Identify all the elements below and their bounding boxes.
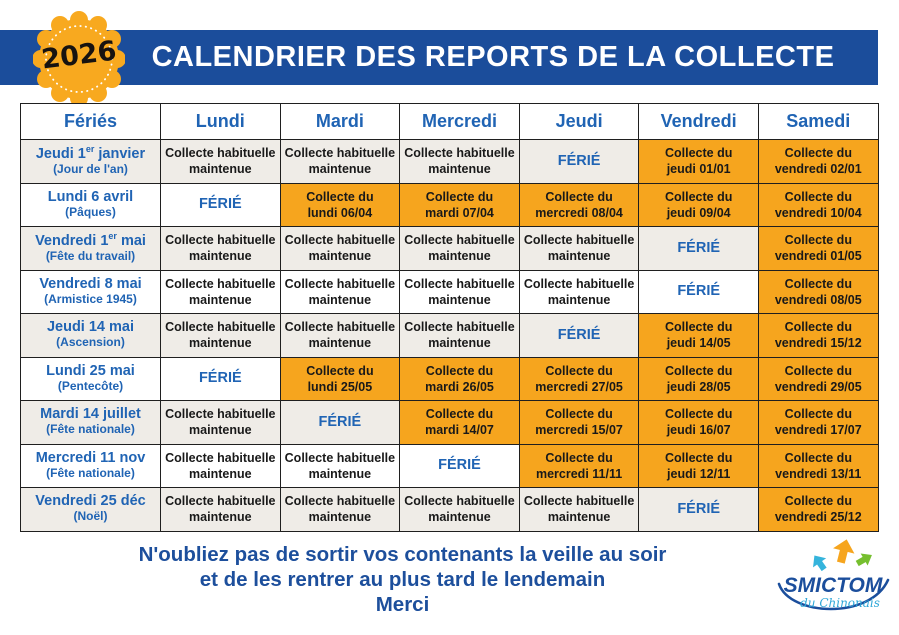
normal-cell: Collecte habituelle maintenue: [279, 139, 401, 184]
report-cell: Collecte du jeudi 09/04: [638, 182, 759, 227]
title-banner: CALENDRIER DES REPORTS DE LA COLLECTE: [0, 30, 878, 85]
reminder-text: N'oubliez pas de sortir vos contenants l…: [0, 542, 805, 617]
ferie-cell: FÉRIÉ: [518, 313, 640, 358]
report-cell: Collecte du mardi 26/05: [399, 356, 520, 401]
table-row: Lundi 25 mai (Pentecôte) FÉRIÉ Collecte du l…: [20, 356, 879, 401]
logo-arrow-orange-icon: [833, 539, 855, 564]
report-cell: Collecte du jeudi 01/01: [638, 139, 759, 184]
ferie-cell: FÉRIÉ: [518, 139, 640, 184]
normal-cell: Collecte habituelle maintenue: [399, 226, 520, 271]
table-row: Vendredi 25 déc (Noël) Collecte habituelle…: [20, 487, 879, 532]
logo-swoosh-icon: [777, 578, 890, 611]
header-mercredi: Mercredi: [399, 103, 520, 140]
ferie-cell: FÉRIÉ: [160, 356, 281, 401]
report-cell: Collecte du vendredi 10/04: [757, 182, 879, 227]
report-cell: Collecte du vendredi 08/05: [757, 269, 879, 314]
normal-cell: Collecte habituelle maintenue: [399, 313, 520, 358]
report-cell: Collecte du jeudi 16/07: [638, 400, 759, 445]
normal-cell: Collecte habituelle maintenue: [160, 226, 281, 271]
report-cell: Collecte du jeudi 12/11: [638, 443, 759, 488]
calendar-body: Jeudi 1er janvier (Jour de l'an) Collecte …: [20, 139, 879, 532]
normal-cell: Collecte habituelle maintenue: [518, 269, 640, 314]
ferie-cell: FÉRIÉ: [638, 269, 759, 314]
ferie-cell: FÉRIÉ: [638, 226, 759, 271]
holiday-cell: Lundi 6 avril (Pâques): [20, 182, 161, 227]
normal-cell: Collecte habituelle maintenue: [399, 139, 520, 184]
normal-cell: Collecte habituelle maintenue: [160, 313, 281, 358]
report-cell: Collecte du lundi 25/05: [279, 356, 401, 401]
holiday-cell: Lundi 25 mai (Pentecôte): [20, 356, 161, 401]
report-cell: Collecte du vendredi 29/05: [757, 356, 879, 401]
holiday-cell: Jeudi 1er janvier (Jour de l'an): [20, 139, 161, 184]
holiday-cell: Mardi 14 juillet (Fête nationale): [20, 400, 161, 445]
report-cell: Collecte du mardi 14/07: [399, 400, 520, 445]
smictom-logo-icon: SMICTOM du Chinonais: [777, 539, 890, 611]
logo-arrow-green-icon: [855, 553, 872, 567]
logo-wordmark: SMICTOM: [784, 574, 883, 597]
normal-cell: Collecte habituelle maintenue: [279, 443, 401, 488]
normal-cell: Collecte habituelle maintenue: [160, 139, 281, 184]
report-cell: Collecte du jeudi 28/05: [638, 356, 759, 401]
table-row: Jeudi 1er janvier (Jour de l'an) Collecte …: [20, 139, 879, 184]
report-cell: Collecte du jeudi 14/05: [638, 313, 759, 358]
report-cell: Collecte du mercredi 15/07: [518, 400, 640, 445]
report-cell: Collecte du vendredi 25/12: [757, 487, 879, 532]
normal-cell: Collecte habituelle maintenue: [279, 487, 401, 532]
report-cell: Collecte du mercredi 27/05: [518, 356, 640, 401]
normal-cell: Collecte habituelle maintenue: [160, 269, 281, 314]
smictom-logo: SMICTOM du Chinonais: [772, 536, 894, 630]
table-row: Mercredi 11 nov (Fête nationale) Collecte …: [20, 443, 879, 488]
ferie-cell: FÉRIÉ: [279, 400, 401, 445]
header-feries: Fériés: [20, 103, 161, 140]
header-samedi: Samedi: [757, 103, 879, 140]
normal-cell: Collecte habituelle maintenue: [518, 226, 640, 271]
report-cell: Collecte du vendredi 17/07: [757, 400, 879, 445]
normal-cell: Collecte habituelle maintenue: [160, 400, 281, 445]
ferie-cell: FÉRIÉ: [160, 182, 281, 227]
header-row: Fériés Lundi Mardi Mercredi Jeudi Vendre…: [20, 103, 879, 140]
report-cell: Collecte du mercredi 08/04: [518, 182, 640, 227]
report-cell: Collecte du vendredi 01/05: [757, 226, 879, 271]
calendar-table: Fériés Lundi Mardi Mercredi Jeudi Vendre…: [20, 103, 879, 532]
reminder-line-3: Merci: [375, 593, 430, 616]
holiday-cell: Mercredi 11 nov (Fête nationale): [20, 443, 161, 488]
normal-cell: Collecte habituelle maintenue: [399, 487, 520, 532]
header-vendredi: Vendredi: [638, 103, 759, 140]
report-cell: Collecte du mardi 07/04: [399, 182, 520, 227]
table-row: Lundi 6 avril (Pâques) FÉRIÉ Collecte du lun…: [20, 182, 879, 227]
report-cell: Collecte du vendredi 15/12: [757, 313, 879, 358]
normal-cell: Collecte habituelle maintenue: [518, 487, 640, 532]
report-cell: Collecte du vendredi 13/11: [757, 443, 879, 488]
year-badge: 2026: [33, 11, 125, 107]
normal-cell: Collecte habituelle maintenue: [279, 269, 401, 314]
report-cell: Collecte du vendredi 02/01: [757, 139, 879, 184]
report-cell: Collecte du mercredi 11/11: [518, 443, 640, 488]
header-mardi: Mardi: [279, 103, 401, 140]
normal-cell: Collecte habituelle maintenue: [160, 443, 281, 488]
ferie-cell: FÉRIÉ: [399, 443, 520, 488]
normal-cell: Collecte habituelle maintenue: [399, 269, 520, 314]
table-row: Jeudi 14 mai (Ascension) Collecte habituel…: [20, 313, 879, 358]
logo-tagline: du Chinonais: [800, 596, 880, 610]
badge-scallop-icon: [33, 11, 125, 107]
ferie-cell: FÉRIÉ: [638, 487, 759, 532]
holiday-cell: Vendredi 25 déc (Noël): [20, 487, 161, 532]
logo-arrow-teal-icon: [813, 555, 827, 572]
holiday-cell: Vendredi 8 mai (Armistice 1945): [20, 269, 161, 314]
page-title: CALENDRIER DES REPORTS DE LA COLLECTE: [151, 41, 835, 73]
reminder-line-1: N'oubliez pas de sortir vos contenants l…: [138, 543, 667, 566]
reminder-line-2: et de les rentrer au plus tard le lendem…: [199, 568, 606, 591]
holiday-cell: Vendredi 1er mai (Fête du travail): [20, 226, 161, 271]
header-lundi: Lundi: [160, 103, 281, 140]
normal-cell: Collecte habituelle maintenue: [160, 487, 281, 532]
table-row: Vendredi 1er mai (Fête du travail) Collect…: [20, 226, 879, 271]
report-cell: Collecte du lundi 06/04: [279, 182, 401, 227]
table-row: Vendredi 8 mai (Armistice 1945) Collecte h…: [20, 269, 879, 314]
normal-cell: Collecte habituelle maintenue: [279, 313, 401, 358]
table-row: Mardi 14 juillet (Fête nationale) Collecte…: [20, 400, 879, 445]
normal-cell: Collecte habituelle maintenue: [279, 226, 401, 271]
header-jeudi: Jeudi: [518, 103, 640, 140]
holiday-cell: Jeudi 14 mai (Ascension): [20, 313, 161, 358]
